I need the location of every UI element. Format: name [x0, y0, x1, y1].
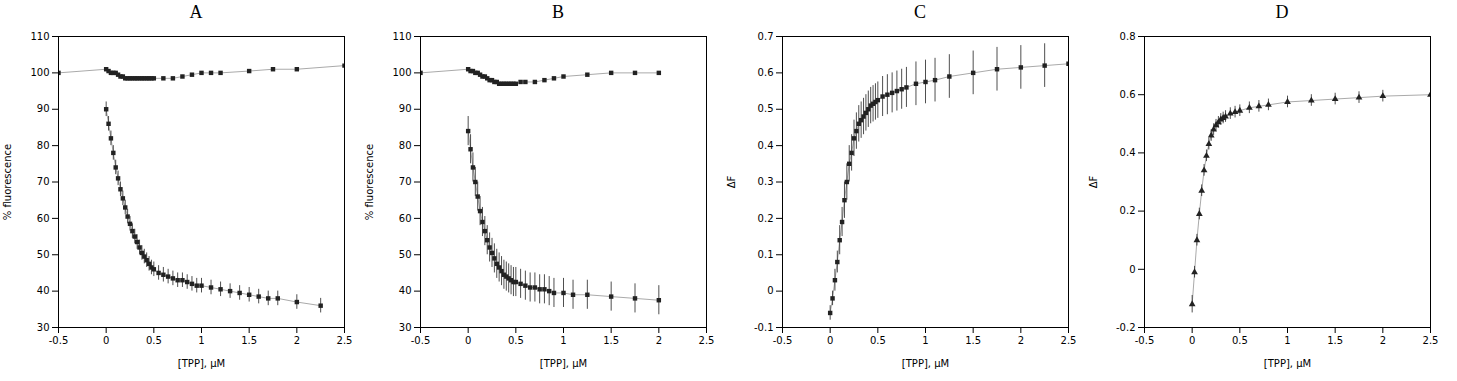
- svg-text:110: 110: [30, 31, 49, 42]
- svg-text:-0.5: -0.5: [49, 335, 69, 346]
- svg-text:1: 1: [560, 335, 566, 346]
- svg-text:0: 0: [1129, 264, 1135, 275]
- svg-text:0.5: 0.5: [146, 335, 162, 346]
- svg-text:80: 80: [399, 140, 412, 151]
- html-text:B: B: [552, 2, 564, 22]
- svg-text:1.5: 1.5: [603, 335, 619, 346]
- svg-text:0.2: 0.2: [1120, 205, 1136, 216]
- svg-text:2.5: 2.5: [337, 335, 353, 346]
- svg-text:[TPP], μM: [TPP], μM: [540, 358, 587, 369]
- svg-text:0.8: 0.8: [1120, 31, 1136, 42]
- svg-text:100: 100: [392, 67, 411, 78]
- svg-text:50: 50: [37, 249, 50, 260]
- svg-text:0.4: 0.4: [1120, 147, 1136, 158]
- svg-text:1: 1: [1284, 335, 1290, 346]
- svg-text:110: 110: [392, 31, 411, 42]
- svg-text:1.5: 1.5: [241, 335, 257, 346]
- svg-text:0.2: 0.2: [758, 213, 774, 224]
- svg-text:ΔF: ΔF: [1088, 175, 1099, 188]
- svg-text:ΔF: ΔF: [726, 175, 737, 188]
- svg-text:0: 0: [465, 335, 471, 346]
- svg-text:60: 60: [399, 213, 412, 224]
- svg-text:-0.5: -0.5: [1135, 335, 1155, 346]
- svg-text:2: 2: [1380, 335, 1386, 346]
- svg-text:0.5: 0.5: [870, 335, 886, 346]
- svg-text:0.4: 0.4: [758, 140, 774, 151]
- svg-text:[TPP], μM: [TPP], μM: [1264, 358, 1311, 369]
- svg-text:-0.1: -0.1: [754, 322, 774, 333]
- svg-text:80: 80: [37, 140, 50, 151]
- svg-text:-0.5: -0.5: [411, 335, 431, 346]
- svg-text:40: 40: [399, 285, 412, 296]
- svg-text:0.5: 0.5: [508, 335, 524, 346]
- svg-text:0.7: 0.7: [758, 31, 774, 42]
- svg-text:90: 90: [37, 103, 50, 114]
- svg-text:-0.2: -0.2: [1116, 322, 1136, 333]
- svg-text:0.1: 0.1: [758, 249, 774, 260]
- svg-text:50: 50: [399, 249, 412, 260]
- svg-text:0.6: 0.6: [1120, 89, 1136, 100]
- svg-text:1: 1: [198, 335, 204, 346]
- html-text:C: C: [914, 2, 926, 22]
- svg-text:70: 70: [37, 176, 50, 187]
- svg-text:100: 100: [30, 67, 49, 78]
- svg-text:[TPP], μM: [TPP], μM: [178, 358, 225, 369]
- svg-text:90: 90: [399, 103, 412, 114]
- svg-text:0: 0: [1189, 335, 1195, 346]
- svg-text:% fluorescence: % fluorescence: [364, 144, 375, 220]
- svg-text:2: 2: [656, 335, 662, 346]
- svg-text:0.6: 0.6: [758, 67, 774, 78]
- html-text:D: D: [1275, 2, 1289, 22]
- svg-text:[TPP], μM: [TPP], μM: [902, 358, 949, 369]
- svg-text:2: 2: [1018, 335, 1024, 346]
- svg-text:0.3: 0.3: [758, 176, 774, 187]
- svg-text:0: 0: [767, 285, 773, 296]
- svg-text:2.5: 2.5: [1423, 335, 1439, 346]
- svg-text:1.5: 1.5: [1327, 335, 1343, 346]
- svg-text:% fluorescence: % fluorescence: [2, 144, 13, 220]
- svg-text:2: 2: [294, 335, 300, 346]
- svg-text:1: 1: [922, 335, 928, 346]
- svg-text:2.5: 2.5: [699, 335, 715, 346]
- svg-text:0.5: 0.5: [1232, 335, 1248, 346]
- svg-text:30: 30: [399, 322, 412, 333]
- svg-text:0: 0: [103, 335, 109, 346]
- svg-text:0: 0: [827, 335, 833, 346]
- svg-text:-0.5: -0.5: [773, 335, 793, 346]
- svg-text:60: 60: [37, 213, 50, 224]
- svg-text:1.5: 1.5: [965, 335, 981, 346]
- html-text:A: A: [189, 2, 203, 22]
- svg-text:40: 40: [37, 285, 50, 296]
- svg-text:0.5: 0.5: [758, 103, 774, 114]
- svg-text:2.5: 2.5: [1061, 335, 1077, 346]
- svg-text:70: 70: [399, 176, 412, 187]
- svg-text:30: 30: [37, 322, 50, 333]
